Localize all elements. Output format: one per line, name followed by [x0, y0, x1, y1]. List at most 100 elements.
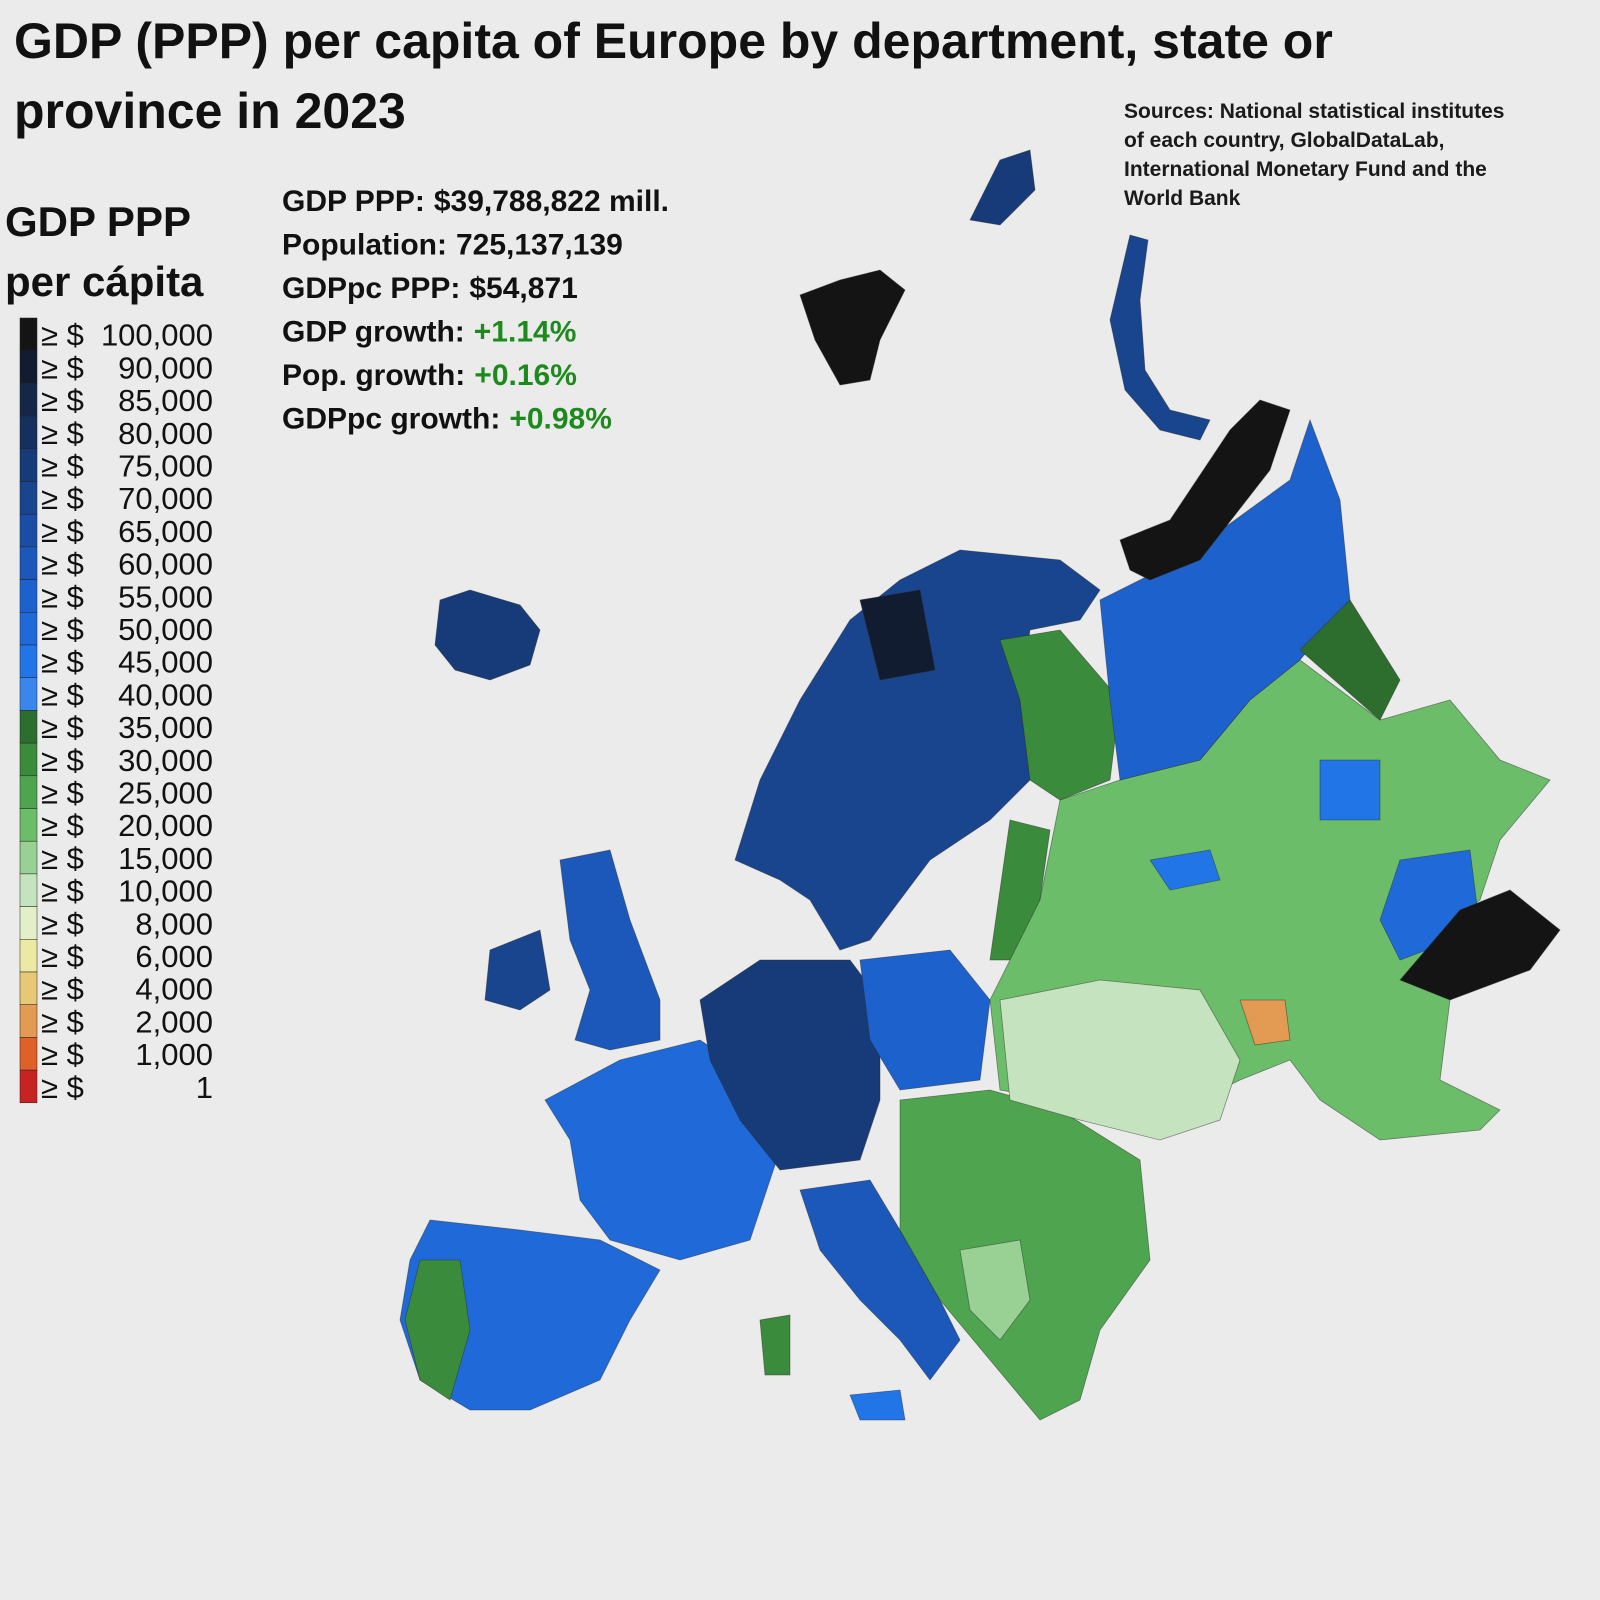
legend-prefix: ≥ $	[41, 645, 84, 680]
portugal	[404, 1259, 471, 1401]
sources-line: of each country, GlobalDataLab,	[1124, 129, 1445, 152]
legend-prefix: ≥ $	[41, 1037, 84, 1072]
stat-value: $54,871	[469, 272, 577, 305]
legend: ≥ $ 100,000 ≥ $ 90,000 ≥ $ 85,000 ≥ $ 80,000 ≥ $…	[19, 317, 213, 1105]
stat-value: $39,788,822 mill.	[434, 185, 669, 218]
legend-prefix: ≥ $	[41, 547, 84, 582]
ireland	[484, 929, 551, 1011]
legend-title: GDP PPP	[5, 198, 191, 245]
karelia	[999, 629, 1121, 801]
legend-prefix: ≥ $	[41, 906, 84, 941]
legend-prefix: ≥ $	[41, 874, 84, 909]
italy	[799, 1179, 961, 1381]
legend-amount: 4,000	[135, 972, 213, 1007]
sicily	[849, 1389, 906, 1421]
legend-swatch	[19, 513, 38, 548]
stat-value: +0.16%	[474, 359, 577, 392]
stat-line: GDP growth: +1.14%	[282, 316, 576, 349]
legend-amount: 40,000	[118, 677, 213, 712]
legend-swatch	[19, 415, 38, 450]
title-line: province in 2023	[14, 83, 406, 139]
north-norway	[859, 589, 936, 681]
legend-amount: 20,000	[118, 808, 213, 843]
stat-line: Population: 725,137,139	[282, 229, 623, 262]
legend-amount: 8,000	[135, 906, 213, 941]
legend-amount: 1,000	[135, 1037, 213, 1072]
stats: GDP PPP: $39,788,822 mill. Population: 725,…	[282, 185, 669, 436]
legend-prefix: ≥ $	[41, 743, 84, 778]
legend-prefix: ≥ $	[41, 481, 84, 516]
legend-amount: 65,000	[118, 514, 213, 549]
legend-prefix: ≥ $	[41, 579, 84, 614]
legend-amount: 50,000	[118, 612, 213, 647]
legend-swatch	[19, 742, 38, 777]
legend-prefix: ≥ $	[41, 677, 84, 712]
legend-prefix: ≥ $	[41, 972, 84, 1007]
stat-line: GDP PPP: $39,788,822 mill.	[282, 185, 669, 218]
legend-amount: 70,000	[118, 481, 213, 516]
legend-prefix: ≥ $	[41, 350, 84, 385]
legend-swatch	[19, 1037, 38, 1071]
legend-amount: 60,000	[118, 547, 213, 582]
legend-amount: 80,000	[118, 416, 213, 451]
legend-title: per cápita	[5, 258, 204, 305]
novaya-zemlya	[1109, 234, 1211, 441]
legend-amount: 30,000	[118, 743, 213, 778]
svalbard	[799, 269, 906, 386]
moscow	[1149, 849, 1221, 891]
legend-prefix: ≥ $	[41, 1004, 84, 1039]
legend-prefix: ≥ $	[41, 776, 84, 811]
iceland	[434, 589, 541, 681]
legend-swatch	[19, 448, 38, 482]
legend-amount: 10,000	[118, 874, 213, 909]
nenets	[1119, 399, 1291, 581]
stat-label: Pop. growth:	[282, 359, 465, 392]
stat-label: GDPpc PPP:	[282, 272, 460, 305]
legend-swatch	[19, 873, 38, 907]
legend-swatch	[19, 317, 38, 351]
western-balkans	[959, 1239, 1031, 1341]
legend-amount: 90,000	[118, 350, 213, 385]
legend-prefix: ≥ $	[41, 1070, 84, 1105]
legend-swatch	[19, 840, 38, 875]
donetsk	[1239, 999, 1291, 1046]
legend-swatch	[19, 775, 38, 809]
franz-josef	[969, 149, 1036, 226]
sources-line: International Monetary Fund and the	[1124, 158, 1487, 181]
sources: Sources: National statistical institutes…	[1124, 100, 1504, 210]
legend-swatch	[19, 1069, 38, 1104]
stat-value: 725,137,139	[456, 229, 623, 262]
legend-swatch	[19, 579, 38, 613]
perm	[1319, 759, 1381, 821]
legend-amount: 6,000	[135, 939, 213, 974]
legend-amount: 25,000	[118, 776, 213, 811]
legend-amount: 85,000	[118, 383, 213, 418]
legend-swatch	[19, 906, 38, 940]
map	[399, 149, 1561, 1421]
title-line: GDP (PPP) per capita of Europe by depart…	[14, 13, 1333, 69]
legend-prefix: ≥ $	[41, 808, 84, 843]
stat-value: +0.98%	[509, 403, 612, 436]
stat-label: GDP growth:	[282, 316, 465, 349]
sources-line: Sources: National statistical institutes	[1124, 100, 1504, 123]
legend-swatch	[19, 481, 38, 515]
france	[544, 1039, 781, 1261]
legend-prefix: ≥ $	[41, 710, 84, 745]
stat-label: GDPpc growth:	[282, 403, 500, 436]
legend-amount: 100,000	[101, 318, 213, 353]
legend-prefix: ≥ $	[41, 416, 84, 451]
legend-amount: 55,000	[118, 579, 213, 614]
sardinia	[759, 1314, 791, 1376]
legend-prefix: ≥ $	[41, 939, 84, 974]
legend-prefix: ≥ $	[41, 383, 84, 418]
legend-swatch	[19, 644, 38, 678]
legend-prefix: ≥ $	[41, 318, 84, 353]
ukraine	[999, 979, 1241, 1141]
legend-amount: 2,000	[135, 1004, 213, 1039]
komi	[1299, 599, 1401, 721]
legend-amount: 35,000	[118, 710, 213, 745]
poland-west	[859, 949, 991, 1091]
tyumen	[1399, 889, 1561, 1001]
sources-line: World Bank	[1124, 187, 1241, 210]
germany	[699, 959, 881, 1171]
